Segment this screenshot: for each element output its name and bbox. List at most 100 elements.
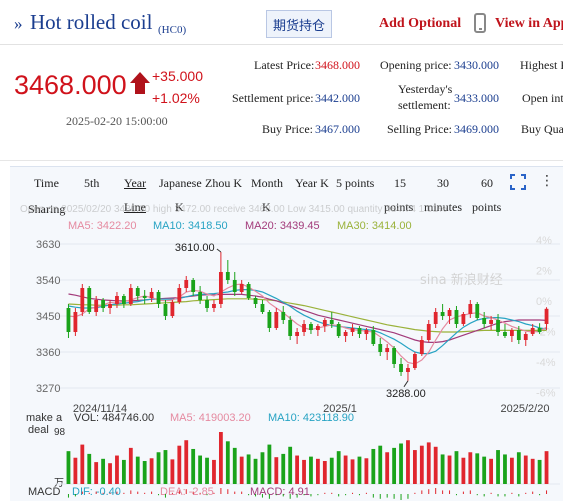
macd-histogram-bar: [504, 494, 506, 497]
ma10-line: [68, 289, 547, 355]
macd-dea: DEA: -2.85: [160, 486, 214, 498]
candle-body: [530, 328, 535, 334]
volume-bar: [336, 451, 341, 484]
volume-bar: [295, 455, 300, 484]
candle-body: [315, 326, 320, 330]
volume-bar: [489, 458, 494, 484]
macd-value: MACD: 4.91: [250, 486, 310, 498]
macd-histogram-bar: [483, 494, 485, 497]
volume-bar: [232, 447, 237, 484]
volume-bar: [350, 459, 355, 484]
volume-bar: [544, 451, 549, 484]
macd-histogram-bar: [109, 492, 111, 494]
volume-bar: [218, 432, 223, 484]
kline-chart[interactable]: 363035403450336032704%2%0%-2%-4%-6%sina …: [10, 196, 563, 500]
volume-bar: [537, 459, 542, 484]
candle-body: [336, 324, 341, 336]
macd-histogram-bar: [455, 494, 457, 496]
macd-histogram-bar: [102, 492, 104, 494]
percent-axis-tick-label: 0%: [536, 296, 552, 308]
volume-bar: [419, 445, 424, 484]
volume-ma10-legend: MA10: 423118.90: [268, 412, 355, 424]
ma5-legend: MA5: 3422.20: [68, 220, 137, 232]
volume-bar: [454, 451, 459, 484]
tab-15-minutes[interactable]: 15: [394, 176, 406, 190]
volume-axis-tick: 98: [54, 427, 66, 438]
fullscreen-icon[interactable]: [510, 174, 526, 190]
volume-bar: [364, 458, 369, 484]
tab-60-points[interactable]: 60: [481, 176, 493, 190]
macd-histogram-bar: [518, 494, 520, 497]
tab-japanese-k-suffix[interactable]: K: [175, 200, 184, 214]
sharing-label[interactable]: Sharing: [28, 202, 66, 216]
tab-year-line[interactable]: Line: [124, 200, 146, 214]
tab-30-minutes[interactable]: 30: [437, 176, 449, 190]
y-axis-tick-label: 3360: [36, 347, 60, 359]
macd-histogram-bar: [511, 492, 513, 494]
x-axis-tick-label: 2024/11/14: [73, 403, 127, 415]
tab-60-suffix[interactable]: points: [472, 200, 502, 214]
candle-summary: Open on 2025/02/20 3430.00 high 3472.00 …: [20, 204, 448, 215]
futures-holdings-button[interactable]: 期货持仓: [266, 10, 332, 38]
tab-zhou-k[interactable]: Zhou K: [205, 176, 242, 190]
tab-month-k[interactable]: Month: [251, 176, 284, 190]
candle-body: [225, 272, 230, 280]
volume-ma5-legend: MA5: 419003.20: [170, 412, 251, 424]
volume-bar: [253, 458, 258, 484]
view-in-app-link[interactable]: View in App: [495, 16, 563, 31]
selling-price-value: 3469.000: [454, 122, 499, 136]
latest-price-value: 3468.000: [315, 58, 360, 72]
candle-body: [295, 332, 300, 336]
volume-bar: [135, 456, 140, 484]
tab-year-k[interactable]: Year K: [295, 176, 329, 190]
percent-axis-tick-label: 2%: [536, 266, 552, 278]
macd-histogram-bar: [532, 491, 534, 494]
candle-body: [489, 320, 494, 324]
macd-histogram-bar: [414, 492, 416, 494]
quote-timestamp: 2025-02-20 15:00:00: [66, 114, 168, 128]
macd-histogram-bar: [365, 492, 367, 494]
candle-body: [322, 320, 327, 326]
tab-15-suffix[interactable]: points: [384, 200, 414, 214]
y-axis-tick-label: 3540: [36, 275, 60, 287]
tab-time[interactable]: Time: [34, 176, 59, 190]
candle-body: [419, 340, 424, 354]
more-options-icon[interactable]: ⋮: [540, 173, 554, 189]
peak-marker: [216, 248, 222, 253]
tab-year[interactable]: Year: [124, 176, 147, 190]
tab-5-points[interactable]: 5 points: [336, 176, 375, 190]
volume-bar: [385, 452, 390, 484]
tab-month-k-suffix[interactable]: K: [262, 200, 271, 214]
open-interest-label: Open inte: [522, 91, 563, 105]
candle-body: [309, 324, 313, 330]
macd-histogram-bar: [490, 492, 492, 494]
macd-histogram-bar: [331, 492, 333, 494]
volume-bar: [530, 458, 535, 484]
volume-bar: [94, 462, 99, 484]
candle-body: [461, 314, 466, 324]
up-arrow-icon-stem: [135, 83, 145, 94]
macd-histogram-bar: [442, 490, 444, 494]
macd-histogram-bar: [95, 491, 97, 494]
macd-histogram-bar: [497, 494, 499, 497]
volume-bar: [87, 453, 92, 484]
buy-price-value: 3467.000: [315, 122, 360, 136]
candle-body: [80, 288, 85, 312]
volume-bar: [184, 440, 189, 484]
candle-body: [260, 304, 265, 312]
volume-bar: [66, 451, 71, 484]
volume-label-line1: make a: [26, 412, 63, 424]
tab-japanese-k[interactable]: Japanese: [159, 176, 202, 190]
volume-bar: [343, 455, 348, 484]
volume-bar: [433, 446, 438, 484]
macd-histogram-bar: [185, 489, 187, 494]
phone-icon[interactable]: [474, 13, 486, 33]
tab-30-suffix[interactable]: minutes: [424, 200, 462, 214]
tab-5th[interactable]: 5th: [84, 176, 100, 190]
macd-histogram-bar: [435, 488, 437, 494]
volume-bar: [357, 456, 362, 484]
candle-body: [302, 324, 306, 332]
candle-body: [156, 292, 161, 304]
title-chevron-icon: »: [14, 14, 23, 33]
add-optional-link[interactable]: Add Optional: [379, 16, 462, 31]
